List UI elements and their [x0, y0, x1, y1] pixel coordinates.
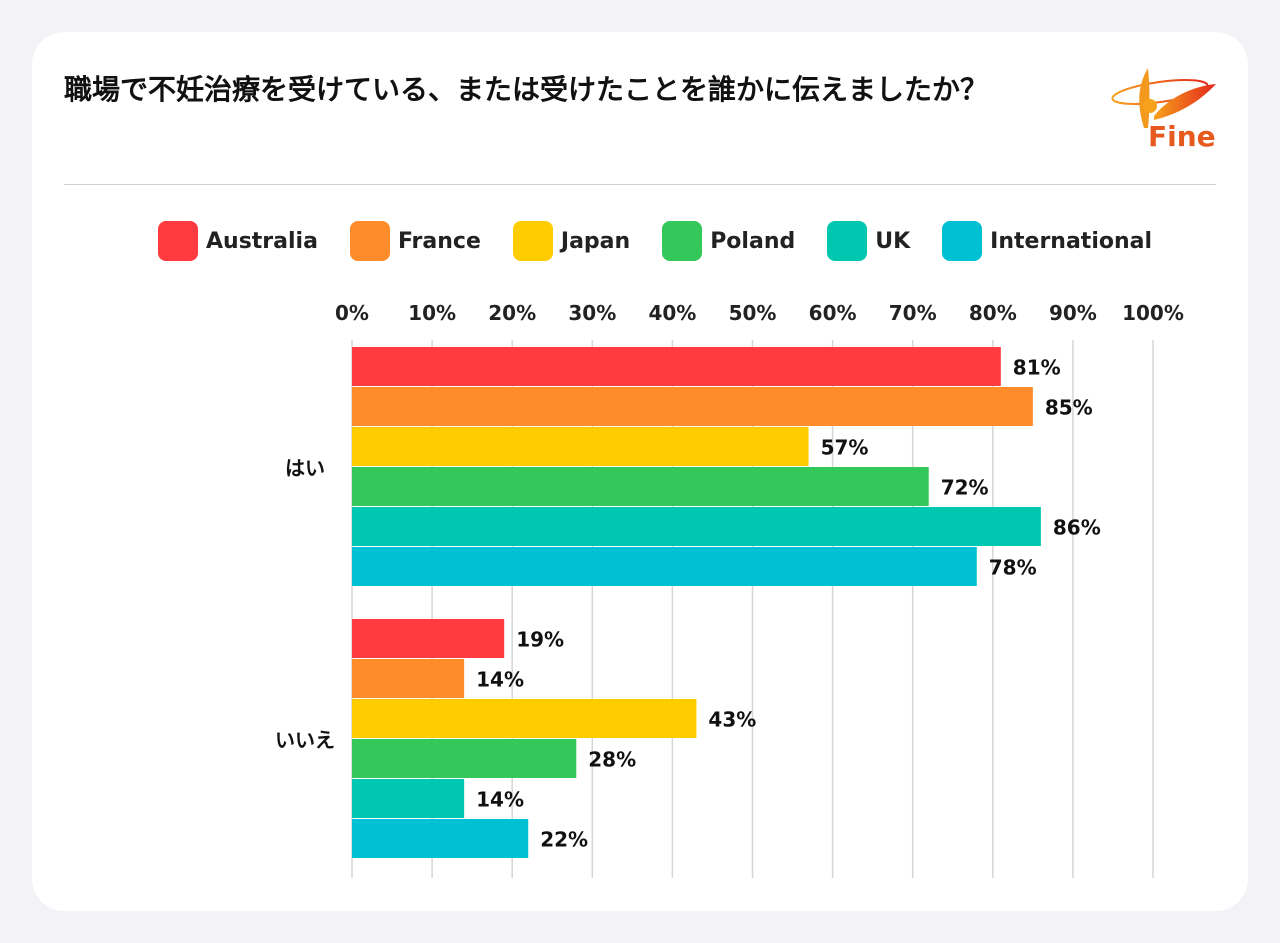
legend: Australia France Japan Poland UK Internationa… [158, 221, 1184, 261]
data-label: 19% [516, 628, 564, 652]
legend-swatch [827, 221, 868, 261]
legend-label: International [990, 228, 1153, 254]
data-label: 43% [708, 708, 756, 732]
legend-swatch [662, 221, 703, 261]
data-label: 85% [1045, 396, 1093, 420]
legend-swatch [349, 221, 390, 261]
tick-label: 70% [889, 301, 937, 325]
legend-item: UK [827, 221, 910, 261]
data-label: 81% [1013, 356, 1061, 380]
bar [352, 387, 1033, 426]
tick-label: 30% [568, 301, 616, 325]
legend-label: Japan [560, 228, 631, 254]
legend-swatch [512, 221, 553, 261]
tick-label: 50% [729, 301, 777, 325]
category-label: はい [285, 456, 325, 480]
fine-logo: Fine [1108, 58, 1218, 162]
legend-label: UK [875, 228, 911, 254]
tick-label: 60% [809, 301, 857, 325]
legend-item: International [942, 221, 1152, 261]
tick-label: 40% [648, 301, 696, 325]
tick-label: 20% [488, 301, 536, 325]
legend-item: Poland [662, 221, 795, 261]
bar [352, 347, 1001, 386]
category-label: いいえ [275, 728, 335, 752]
tick-label: 10% [408, 301, 456, 325]
bar [352, 819, 529, 858]
bar [352, 467, 929, 506]
legend-swatch [942, 221, 983, 261]
divider [64, 184, 1216, 185]
chart-title: 職場で不妊治療を受けている、または受けたことを誰かに伝えましたか？ [64, 73, 989, 106]
data-label: 57% [821, 436, 869, 460]
legend-label: Australia [206, 228, 318, 254]
data-label: 28% [588, 748, 636, 772]
tick-label: 90% [1049, 301, 1097, 325]
legend-item: Japan [512, 221, 631, 261]
bar [352, 659, 465, 698]
bar [352, 507, 1041, 546]
legend-swatch [158, 221, 198, 261]
data-label: 86% [1053, 516, 1101, 540]
legend-item: France [349, 221, 481, 261]
tick-label: 100% [1122, 301, 1184, 325]
data-label: 22% [540, 828, 588, 852]
tick-label: 80% [969, 301, 1017, 325]
bar [352, 699, 697, 738]
logo-text: Fine [1148, 120, 1216, 153]
data-label: 14% [476, 668, 524, 692]
bar [352, 427, 809, 466]
data-label: 72% [941, 476, 989, 500]
data-label: 78% [989, 556, 1037, 580]
bar [352, 739, 577, 778]
bar [352, 619, 505, 658]
bar [352, 779, 465, 818]
data-label: 14% [476, 788, 524, 812]
bar [352, 547, 977, 586]
legend-item: Australia [158, 221, 318, 261]
legend-label: Poland [710, 228, 796, 254]
tick-label: 0% [335, 301, 369, 325]
legend-label: France [397, 228, 481, 254]
